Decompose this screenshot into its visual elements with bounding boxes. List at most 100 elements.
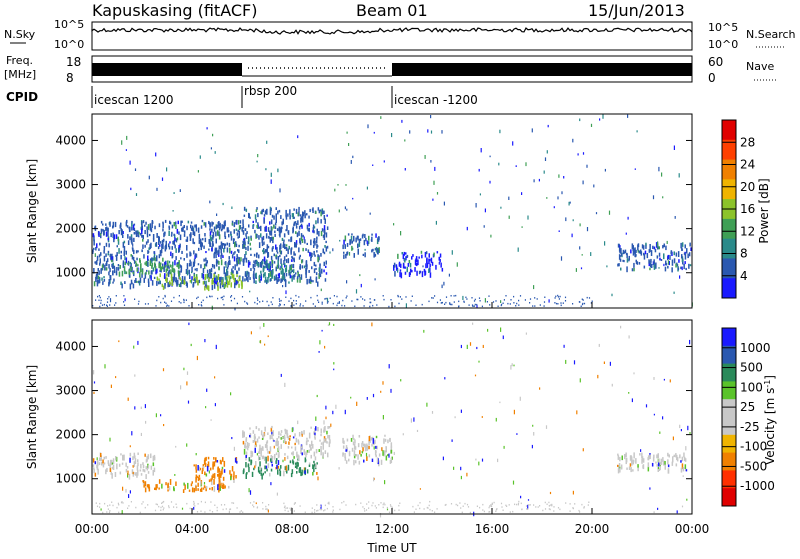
data-pixel (241, 284, 243, 290)
data-pixel (186, 381, 188, 386)
data-pixel (93, 381, 96, 384)
data-pixel (300, 446, 302, 451)
data-pixel (126, 466, 129, 469)
data-pixel (99, 242, 101, 246)
data-pixel (155, 270, 157, 275)
data-pixel (145, 459, 148, 463)
data-pixel (228, 256, 230, 260)
data-pixel (532, 305, 534, 307)
data-pixel (489, 505, 491, 507)
data-pixel (373, 131, 375, 134)
data-pixel (166, 304, 168, 306)
data-pixel (308, 270, 310, 273)
data-pixel (235, 243, 238, 247)
data-pixel (299, 277, 301, 283)
data-pixel (258, 436, 260, 439)
data-pixel (560, 304, 562, 307)
data-pixel (116, 252, 118, 256)
data-pixel (301, 225, 303, 229)
data-pixel (618, 254, 621, 260)
data-pixel (579, 378, 581, 383)
data-pixel (309, 208, 311, 213)
data-pixel (212, 133, 214, 137)
data-pixel (324, 218, 326, 224)
data-pixel (254, 229, 256, 234)
data-pixel (267, 227, 270, 232)
data-pixel (667, 260, 670, 265)
y-tick-label: 4000 (55, 339, 86, 353)
data-pixel (221, 484, 224, 489)
data-pixel (237, 259, 240, 265)
data-pixel (397, 269, 399, 273)
data-pixel (266, 445, 268, 449)
colorbar-tick-label: -1000 (740, 479, 775, 493)
data-pixel (423, 508, 425, 510)
data-pixel (200, 301, 203, 304)
data-pixel (323, 509, 325, 512)
data-pixel (286, 455, 289, 460)
data-pixel (346, 243, 349, 247)
data-pixel (315, 267, 317, 270)
data-pixel (254, 465, 256, 469)
data-pixel (115, 234, 118, 239)
station-title: Kapuskasing (fitACF) (92, 1, 257, 20)
data-pixel (147, 456, 149, 460)
data-pixel (372, 436, 374, 440)
data-pixel (212, 463, 214, 470)
data-pixel (640, 249, 642, 254)
data-pixel (255, 461, 257, 467)
data-pixel (113, 234, 116, 240)
data-pixel (158, 296, 160, 298)
data-pixel (681, 242, 684, 247)
data-pixel (582, 448, 584, 452)
data-pixel (242, 511, 244, 513)
data-pixel (298, 210, 300, 217)
data-pixel (180, 265, 183, 271)
data-pixel (301, 238, 304, 243)
data-pixel (684, 458, 687, 462)
data-pixel (92, 305, 94, 307)
data-pixel (178, 295, 180, 297)
data-pixel (204, 237, 207, 243)
data-pixel (245, 251, 247, 255)
data-pixel (234, 457, 237, 463)
data-pixel (299, 254, 301, 258)
data-pixel (236, 256, 239, 260)
data-pixel (250, 268, 252, 271)
data-pixel (287, 248, 289, 255)
data-pixel (275, 467, 277, 470)
data-pixel (134, 279, 136, 283)
data-pixel (92, 249, 94, 254)
data-pixel (233, 471, 235, 478)
data-pixel (606, 265, 608, 268)
data-pixel (438, 261, 440, 265)
data-pixel (262, 502, 264, 504)
data-pixel (598, 343, 600, 347)
data-pixel (207, 273, 210, 279)
data-pixel (243, 448, 246, 455)
data-pixel (248, 236, 250, 243)
data-pixel (561, 191, 563, 195)
data-pixel (292, 451, 294, 456)
data-pixel (140, 226, 142, 230)
data-pixel (571, 233, 573, 238)
data-pixel (94, 472, 97, 477)
data-pixel (213, 486, 216, 492)
data-pixel (602, 114, 604, 119)
data-pixel (306, 264, 308, 268)
data-pixel (617, 455, 620, 460)
data-pixel (173, 240, 175, 246)
data-pixel (285, 273, 288, 277)
data-pixel (141, 273, 143, 278)
data-pixel (142, 235, 144, 238)
data-pixel (391, 506, 393, 509)
data-pixel (676, 510, 678, 514)
data-pixel (195, 485, 197, 492)
data-pixel (355, 289, 358, 294)
data-pixel (459, 502, 461, 504)
data-pixel (338, 301, 340, 303)
data-pixel (180, 385, 182, 390)
data-pixel (218, 223, 220, 227)
data-pixel (136, 269, 139, 272)
data-pixel (436, 192, 439, 195)
